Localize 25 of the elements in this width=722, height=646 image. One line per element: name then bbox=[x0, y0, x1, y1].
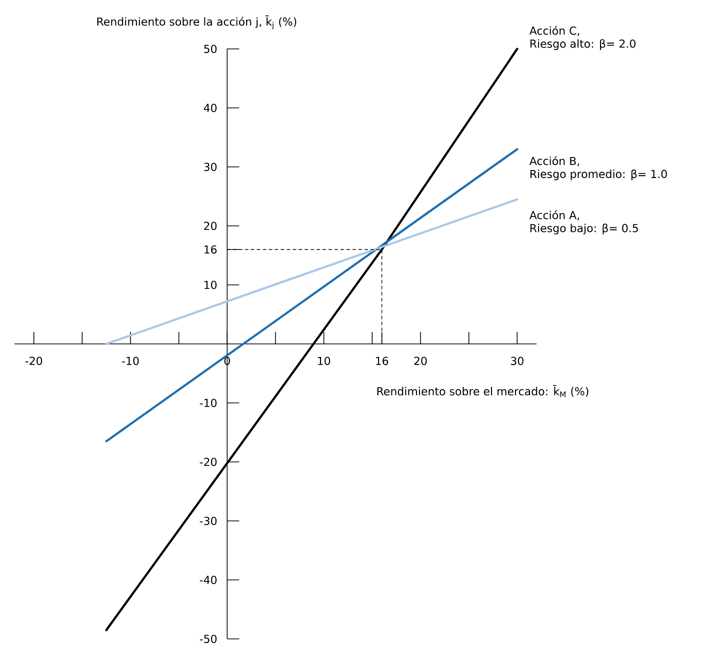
annotation: Riesgo bajo: β= 0.5 bbox=[530, 224, 638, 234]
annotation: Riesgo promedio: β= 1.0 bbox=[530, 170, 667, 180]
y-tick-label: -20 bbox=[200, 458, 217, 466]
x-axis-title: Rendimiento sobre el mercado: k̄$_{M}$ (%) bbox=[377, 385, 588, 398]
annotation: Riesgo alto: β= 2.0 bbox=[530, 39, 636, 50]
y-tick-label: 20 bbox=[204, 222, 217, 230]
y-tick-label: -30 bbox=[200, 516, 217, 526]
x-tick-label: 10 bbox=[318, 356, 330, 366]
x-tick-label: 30 bbox=[511, 356, 524, 366]
y-tick-label: 40 bbox=[204, 104, 217, 112]
series-label: Acción B, bbox=[529, 156, 580, 166]
y-tick-label: -10 bbox=[200, 398, 217, 408]
x-tick-label: -10 bbox=[122, 356, 139, 366]
y-tick-label: 16 bbox=[204, 245, 217, 254]
series-label: Acción A, bbox=[529, 210, 580, 220]
y-tick-label: -50 bbox=[200, 634, 217, 644]
y-axis-title: Rendimiento sobre la acción j, k̄$_{j}$ (%) bbox=[97, 15, 296, 30]
x-tick-label: 16 bbox=[376, 356, 388, 366]
y-tick-label: -40 bbox=[200, 576, 217, 584]
y-tick-label: 10 bbox=[204, 280, 217, 290]
y-tick-label: 30 bbox=[204, 162, 217, 172]
x-tick-label: -20 bbox=[25, 356, 42, 366]
series-label: Acción C, bbox=[529, 26, 580, 36]
x-tick-label: 20 bbox=[414, 356, 427, 366]
y-tick-label: 50 bbox=[204, 44, 217, 54]
